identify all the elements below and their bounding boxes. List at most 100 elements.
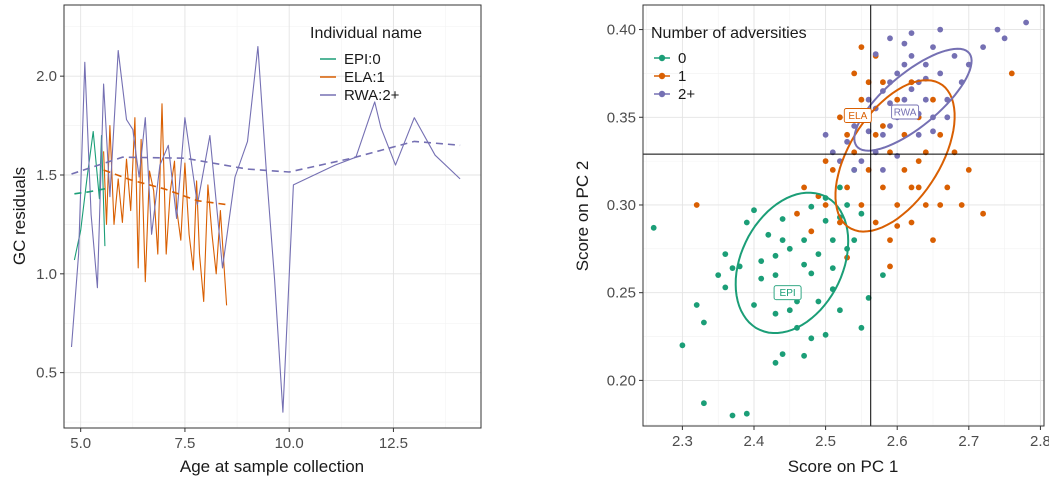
series-line-ela-1	[103, 103, 228, 306]
y-tick-labels: 0.5 1.0 1.5 2.0	[36, 68, 64, 382]
x-tick-label: 2.8	[1030, 433, 1049, 450]
point-ela	[858, 44, 865, 50]
legend-title: Number of adversities	[651, 25, 807, 42]
point-rwa	[822, 131, 829, 138]
point-epi	[801, 352, 807, 359]
legend-item-rwa: RWA:2+	[320, 87, 400, 104]
point-rwa	[887, 35, 893, 42]
legend-item-1: 1	[654, 68, 686, 85]
legend-label-2plus: 2+	[678, 86, 695, 103]
point-rwa	[951, 53, 958, 59]
point-ela	[901, 167, 908, 173]
y-tick-label: 0.35	[607, 109, 636, 126]
point-rwa	[851, 167, 858, 173]
ellipse-label-ela: ELA	[848, 111, 867, 122]
ellipse-label-rwa: RWA	[894, 108, 917, 119]
point-ela	[872, 131, 879, 138]
point-epi	[650, 224, 657, 231]
point-rwa	[908, 53, 915, 59]
legend: Number of adversities 0 1 2+	[651, 25, 807, 103]
ellipse-label-box-epi	[773, 285, 802, 301]
y-tick-label: 0.30	[607, 197, 636, 214]
point-ela	[1008, 70, 1015, 77]
x-tick-label: 2.3	[672, 433, 693, 450]
point-epi	[743, 410, 750, 417]
point-epi	[772, 359, 779, 366]
legend: Individual name EPI:0 ELA:1 RWA:2+	[310, 25, 422, 104]
point-epi	[808, 203, 815, 210]
x-tick-label: 10.0	[275, 435, 304, 452]
point-rwa	[865, 96, 872, 103]
point-rwa	[930, 44, 936, 50]
point-ela	[808, 228, 815, 235]
x-tick-labels: 2.3 2.4 2.5 2.6 2.7 2.8	[672, 426, 1049, 450]
point-ela	[865, 79, 872, 86]
x-tick-label: 5.0	[70, 435, 91, 452]
point-ela	[851, 70, 858, 77]
ellipse-ela	[834, 79, 956, 233]
point-epi	[729, 412, 736, 419]
point-ela	[880, 184, 886, 191]
legend-label-0: 0	[678, 50, 686, 67]
point-rwa	[851, 123, 858, 129]
point-ela	[858, 96, 865, 103]
point-ela	[958, 202, 965, 208]
point-epi	[715, 272, 722, 278]
y-tick-label: 0.25	[607, 285, 636, 302]
point-epi	[815, 298, 822, 305]
y-tick-label: 0.20	[607, 372, 636, 389]
point-ela	[822, 202, 829, 208]
point-rwa	[872, 51, 879, 57]
point-ela	[922, 202, 929, 208]
point-epi	[837, 184, 843, 191]
point-epi	[829, 265, 836, 271]
point-epi	[808, 335, 815, 342]
point-epi	[722, 251, 729, 257]
x-axis-title: Score on PC 1	[788, 457, 899, 476]
y-axis-title: Score on PC 2	[573, 161, 592, 272]
panel-gc-residuals: 5.0 7.5 10.0 12.5 0.5 1.0 1.5 2.0 Age at sampl…	[10, 4, 482, 476]
legend-title: Individual name	[310, 25, 422, 42]
point-ela	[937, 202, 944, 208]
legend-key-0-point	[658, 54, 666, 62]
point-epi	[858, 210, 865, 217]
point-rwa	[1001, 35, 1008, 42]
point-ela	[894, 96, 901, 103]
point-epi	[772, 310, 779, 317]
series-lines	[70, 45, 461, 413]
legend-item-ela: ELA:1	[320, 69, 385, 86]
y-tick-label: 1.0	[36, 266, 57, 283]
point-rwa	[937, 26, 944, 33]
trend-line-rwa-2	[71, 140, 461, 175]
point-epi	[865, 295, 872, 301]
x-tick-label: 12.5	[379, 435, 408, 452]
point-epi	[808, 270, 815, 277]
point-epi	[858, 324, 865, 331]
point-epi	[851, 237, 858, 244]
panel-background	[64, 5, 481, 428]
legend-label-ela: ELA:1	[344, 69, 385, 86]
point-ela	[844, 184, 850, 191]
point-epi	[822, 331, 829, 338]
point-epi	[772, 272, 779, 278]
trend-lines	[71, 140, 461, 206]
y-tick-labels: 0.20 0.25 0.30 0.35 0.40	[607, 22, 643, 389]
legend-key-1-point	[658, 72, 666, 80]
y-tick-label: 2.0	[36, 68, 57, 85]
point-ela	[908, 184, 915, 191]
legend-item-epi: EPI:0	[320, 51, 381, 68]
point-ela	[887, 237, 893, 244]
point-ela	[980, 210, 986, 217]
point-rwa	[908, 30, 915, 36]
ellipse-label-box-ela	[843, 108, 872, 123]
trend-line-epi-0	[74, 188, 106, 195]
point-ela	[880, 123, 886, 129]
point-rwa	[901, 96, 908, 103]
point-epi	[765, 231, 772, 238]
point-epi	[729, 265, 736, 271]
series-line-rwa-2	[70, 45, 461, 413]
ellipse-label-box-rwa	[891, 104, 920, 120]
legend-label-epi: EPI:0	[344, 51, 381, 68]
point-rwa	[901, 61, 908, 68]
point-rwa	[844, 138, 850, 145]
